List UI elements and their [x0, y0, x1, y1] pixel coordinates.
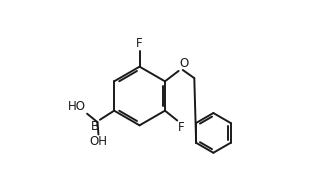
Text: OH: OH: [90, 135, 108, 148]
Text: HO: HO: [68, 100, 87, 113]
Text: O: O: [179, 57, 189, 70]
Text: B: B: [91, 120, 100, 133]
Text: F: F: [178, 121, 185, 134]
Text: F: F: [136, 37, 143, 50]
